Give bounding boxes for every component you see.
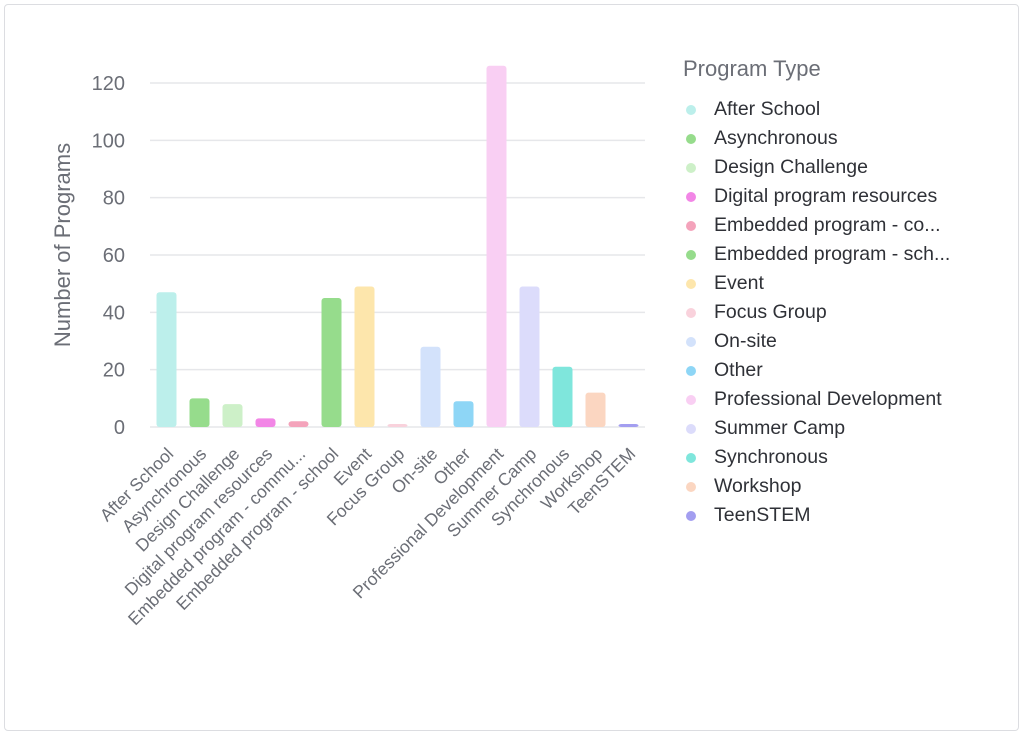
legend-dot-icon	[686, 336, 696, 347]
bar[interactable]	[354, 286, 375, 427]
legend-label: Professional Development	[714, 388, 942, 410]
legend-label: Digital program resources	[714, 185, 938, 207]
y-tick-label: 80	[103, 188, 125, 210]
legend-dot-icon	[686, 278, 696, 289]
legend-item[interactable]: Embedded program - sch...	[683, 240, 950, 269]
legend-dot-icon	[686, 452, 696, 463]
legend: Program Type After School Asynchronous Des…	[683, 55, 950, 530]
chart-card: 0 20 40 60 80 100 120 After School Asynchronous…	[4, 4, 1019, 731]
legend-item[interactable]: Workshop	[683, 472, 950, 501]
bar[interactable]	[321, 298, 342, 427]
bar[interactable]	[222, 404, 243, 427]
bar[interactable]	[255, 418, 276, 427]
legend-dot-icon	[686, 162, 696, 173]
y-tick-label: 120	[92, 73, 125, 95]
legend-dot-icon	[686, 307, 696, 318]
legend-label: Embedded program - co...	[714, 214, 941, 236]
legend-item[interactable]: Synchronous	[683, 443, 950, 472]
legend-dot-icon	[686, 133, 696, 144]
legend-label: After School	[714, 98, 821, 120]
y-tick-labels: 0 20 40 60 80 100 120	[92, 73, 125, 439]
y-axis-label: Number of Programs	[50, 143, 75, 347]
legend-item[interactable]: Event	[683, 269, 950, 298]
bar-chart: 0 20 40 60 80 100 120 After SchoolAsynchronous…	[50, 65, 645, 630]
y-tick-label: 40	[103, 302, 125, 324]
legend-label: Synchronous	[714, 446, 828, 468]
legend-item[interactable]: Focus Group	[683, 298, 950, 327]
bar[interactable]	[156, 292, 177, 427]
legend-dot-icon	[686, 191, 696, 202]
legend-label: On-site	[714, 330, 777, 352]
bar[interactable]	[585, 392, 606, 427]
legend-dot-icon	[686, 249, 696, 260]
legend-label: Summer Camp	[714, 417, 846, 439]
legend-item[interactable]: Professional Development	[683, 385, 950, 414]
legend-dot-icon	[686, 220, 696, 231]
bar[interactable]	[453, 401, 474, 427]
legend-label: Asynchronous	[714, 127, 838, 149]
legend-dot-icon	[686, 394, 696, 405]
legend-item[interactable]: TeenSTEM	[683, 501, 950, 530]
legend-label: Event	[714, 272, 764, 294]
legend-item[interactable]: Digital program resources	[683, 182, 950, 211]
legend-item[interactable]: Asynchronous	[683, 124, 950, 153]
legend-title: Program Type	[683, 56, 821, 81]
legend-item[interactable]: Design Challenge	[683, 153, 950, 182]
legend-dot-icon	[686, 104, 696, 115]
bar[interactable]	[288, 421, 309, 427]
bar[interactable]	[387, 424, 408, 427]
legend-item[interactable]: Other	[683, 356, 950, 385]
legend-item[interactable]: Embedded program - co...	[683, 211, 950, 240]
legend-label: Focus Group	[714, 301, 827, 323]
bar[interactable]	[420, 346, 441, 427]
legend-dot-icon	[686, 481, 696, 492]
legend-label: Embedded program - sch...	[714, 243, 951, 265]
legend-dot-icon	[686, 365, 696, 376]
bar[interactable]	[189, 398, 210, 427]
legend-label: Other	[714, 359, 763, 381]
bar[interactable]	[552, 366, 573, 427]
legend-items: After School Asynchronous Design Challenge…	[683, 95, 950, 530]
legend-dot-icon	[686, 510, 696, 521]
legend-label: Workshop	[714, 475, 802, 497]
legend-item[interactable]: Summer Camp	[683, 414, 950, 443]
gridlines	[150, 82, 645, 428]
legend-label: TeenSTEM	[714, 504, 811, 526]
legend-item[interactable]: On-site	[683, 327, 950, 356]
legend-label: Design Challenge	[714, 156, 868, 178]
y-tick-label: 20	[103, 360, 125, 382]
bar[interactable]	[486, 65, 507, 428]
bar[interactable]	[519, 286, 540, 427]
y-tick-label: 60	[103, 245, 125, 267]
y-tick-label: 0	[114, 417, 125, 439]
bars	[156, 65, 639, 428]
legend-item[interactable]: After School	[683, 95, 950, 124]
y-tick-label: 100	[92, 130, 125, 152]
legend-dot-icon	[686, 423, 696, 434]
bar[interactable]	[618, 424, 639, 427]
